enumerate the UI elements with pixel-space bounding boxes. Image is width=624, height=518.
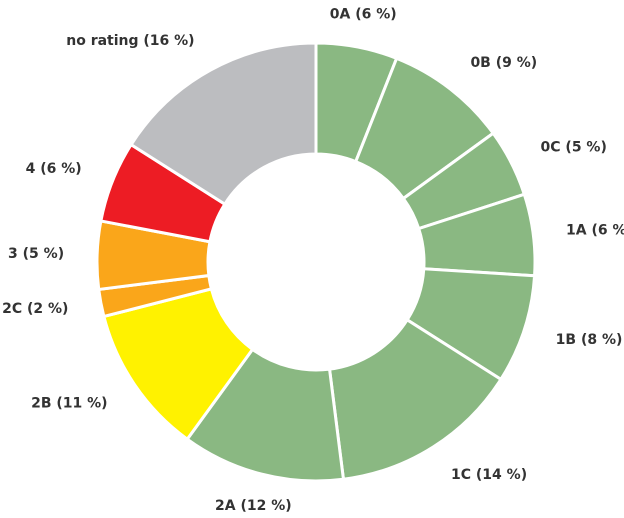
slice-label: 2A (12 %) bbox=[215, 498, 292, 514]
slice-label: 1B (8 %) bbox=[556, 332, 623, 348]
slice-label: 0A (6 %) bbox=[330, 6, 397, 22]
slice-label: 3 (5 %) bbox=[8, 246, 64, 262]
slice-label: 2B (11 %) bbox=[31, 396, 107, 412]
slice-label: 0C (5 %) bbox=[541, 140, 607, 156]
donut-slice bbox=[129, 41, 318, 207]
slice-label: 1A (6 %) bbox=[566, 222, 624, 238]
slice-label: 2C (2 %) bbox=[2, 301, 68, 317]
donut-slice bbox=[327, 317, 503, 481]
slice-label: 4 (6 %) bbox=[26, 161, 82, 177]
slice-label: 1C (14 %) bbox=[451, 467, 527, 483]
slice-label: no rating (16 %) bbox=[66, 33, 194, 49]
slice-label: 0B (9 %) bbox=[470, 55, 537, 71]
